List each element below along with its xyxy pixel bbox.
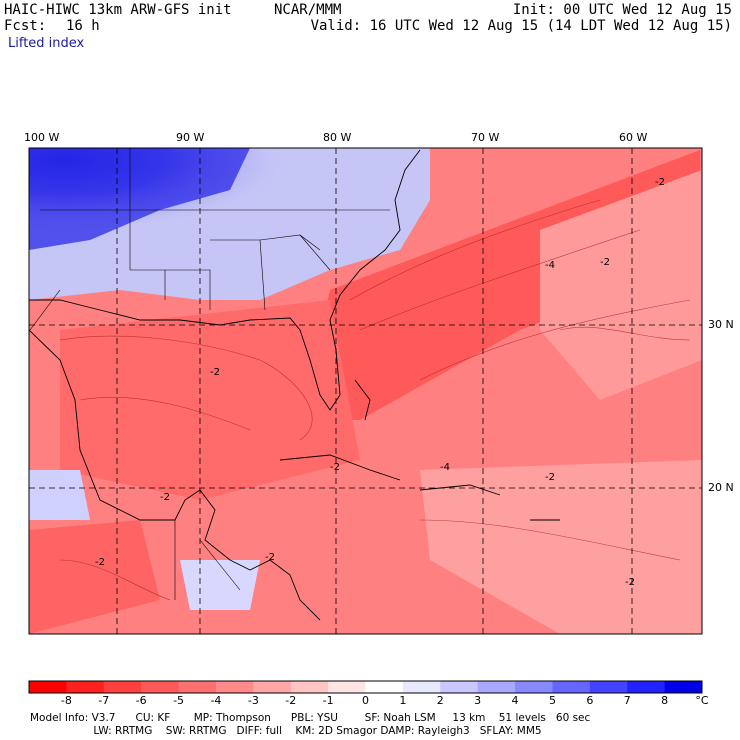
colorbar-tick-label: 2 xyxy=(436,694,444,707)
field-name: Lifted index xyxy=(8,36,85,51)
colorbar-tick-label: -8 xyxy=(60,694,72,707)
contour-label: -2 xyxy=(655,177,665,188)
organization: NCAR/MMM xyxy=(274,2,342,18)
colorbar-tick-label: 7 xyxy=(623,694,631,707)
map-field: -2 -4 -2 -2 -4 -2 -2 -2 -2 -2 -2 xyxy=(29,148,702,634)
colorbar xyxy=(28,680,703,694)
colorbar-swatch xyxy=(664,681,703,693)
lat-label-30n: 30 N xyxy=(708,318,734,331)
colorbar-tick-label: 3 xyxy=(474,694,482,707)
colorbar-tick-label: -5 xyxy=(173,694,185,707)
contour-label: -2 xyxy=(265,552,275,563)
lon-label-70w: 70 W xyxy=(471,131,500,144)
contour-lines xyxy=(59,199,691,601)
colorbar-swatch xyxy=(215,681,254,693)
init-time: Init: 00 UTC Wed 12 Aug 15 xyxy=(512,2,732,18)
map-frame xyxy=(28,147,703,635)
colorbar-tick-label: 6 xyxy=(586,694,594,707)
colorbar-frame xyxy=(28,680,703,694)
central-america-stable-area xyxy=(180,560,260,610)
model-info-line2: LW: RRTMG SW: RRTMG DIFF: full KM: 2D Sm… xyxy=(30,725,542,737)
gulf-instability-area xyxy=(60,300,360,500)
colorbar-swatch xyxy=(290,681,329,693)
contour-label: -2 xyxy=(210,367,220,378)
atlantic-moderate-area xyxy=(540,170,702,400)
colorbar-swatch xyxy=(552,681,591,693)
forecast-label: Fcst: xyxy=(4,18,47,34)
lon-label-60w: 60 W xyxy=(619,131,648,144)
colorbar-tick-label: 8 xyxy=(661,694,669,707)
colorbar-swatch xyxy=(365,681,404,693)
contour-labels: -2 -4 -2 -2 -4 -2 -2 -2 -2 -2 -2 xyxy=(95,177,665,588)
most-stable-area xyxy=(29,148,250,250)
colorbar-tick-label: -6 xyxy=(135,694,147,707)
colorbar-swatch xyxy=(627,681,666,693)
contour-label: -2 xyxy=(625,577,635,588)
contour-label: -2 xyxy=(95,557,105,568)
contour-label: -2 xyxy=(160,492,170,503)
colorbar-swatch xyxy=(66,681,105,693)
graticule xyxy=(29,148,702,634)
colorbar-swatch xyxy=(328,681,366,693)
lat-label-20n: 20 N xyxy=(708,481,734,494)
colorbar-swatch xyxy=(253,681,292,693)
colorbar-unit: °C xyxy=(695,694,709,707)
colorbar-tick-label: 0 xyxy=(362,694,369,707)
contour-label: -4 xyxy=(545,260,555,271)
colorbar-swatch xyxy=(477,681,516,693)
colorbar-swatch xyxy=(440,681,479,693)
lon-label-90w: 90 W xyxy=(176,131,205,144)
forecast-hour: 16 h xyxy=(66,18,100,34)
valid-time: Valid: 16 UTC Wed 12 Aug 15 (14 LDT Wed … xyxy=(310,18,732,34)
lon-label-80w: 80 W xyxy=(323,131,352,144)
model-title: HAIC-HIWC 13km ARW-GFS init xyxy=(4,2,232,18)
colorbar-swatch xyxy=(29,681,67,693)
state-borders xyxy=(29,148,390,600)
colorbar-tick-label: 1 xyxy=(399,694,407,707)
pacific-unstable-area xyxy=(29,520,160,634)
colorbar-swatch xyxy=(402,681,441,693)
colorbar-swatch xyxy=(515,681,553,693)
contour-label: -2 xyxy=(600,257,610,268)
caribbean-moderate-area xyxy=(420,460,702,634)
colorbar-tick-label: 4 xyxy=(511,694,519,707)
colorbar-tick-label: -1 xyxy=(322,694,334,707)
colorbar-swatch xyxy=(141,681,180,693)
pacific-stable-area xyxy=(29,470,90,520)
colorbar-tick-label: -3 xyxy=(247,694,259,707)
contour-label: -4 xyxy=(440,462,450,473)
contour-label: -2 xyxy=(545,472,555,483)
contour-label: -2 xyxy=(330,462,340,473)
colorbar-swatch xyxy=(103,681,142,693)
colorbar-tick-label: 5 xyxy=(548,694,556,707)
colorbar-tick-label: -2 xyxy=(285,694,297,707)
colorbar-swatch xyxy=(178,681,217,693)
colorbar-swatch xyxy=(589,681,628,693)
model-info-line1: Model Info: V3.7 CU: KF MP: Thompson PBL… xyxy=(30,712,591,724)
colorbar-tick-label: -7 xyxy=(98,694,110,707)
lon-label-100w: 100 W xyxy=(24,131,60,144)
colorbar-tick-label: -4 xyxy=(210,694,222,707)
